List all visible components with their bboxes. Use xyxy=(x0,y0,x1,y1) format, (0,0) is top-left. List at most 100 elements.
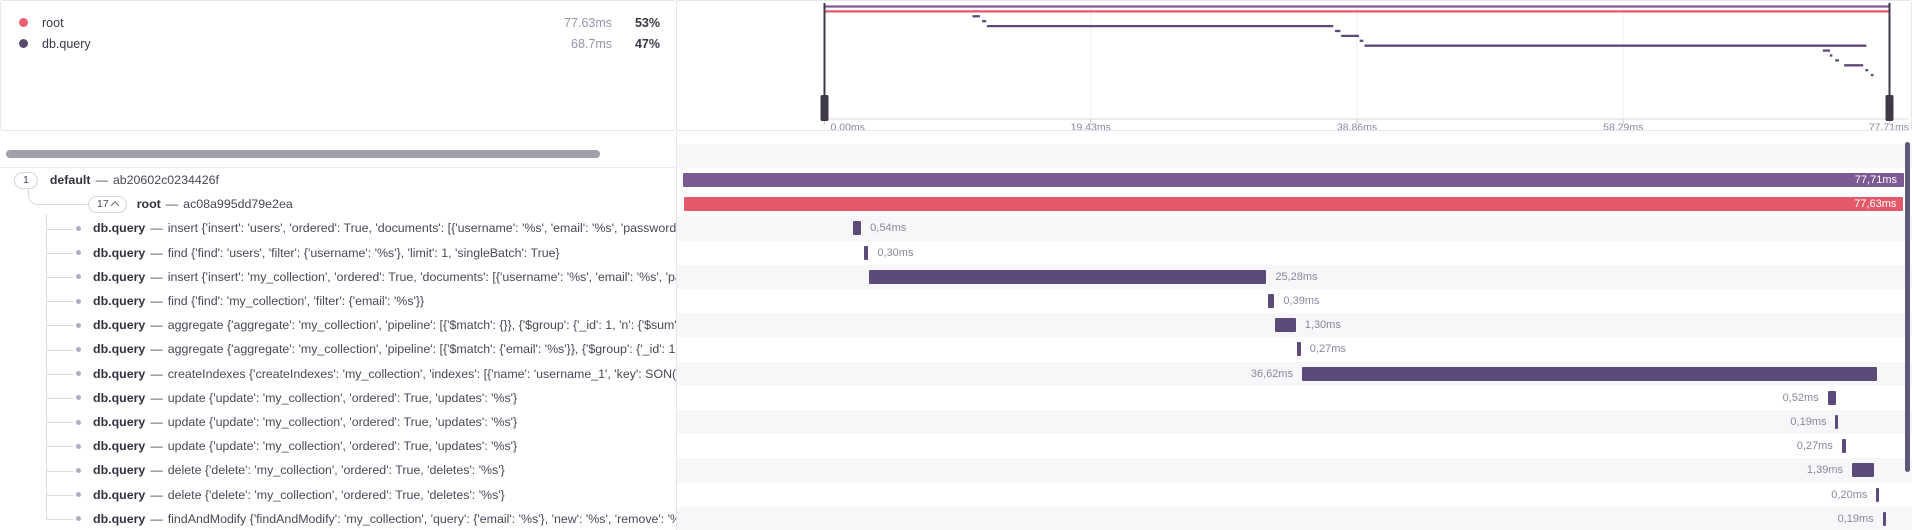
span-detail: update {'update': 'my_collection', 'orde… xyxy=(167,415,518,430)
span-detail: insert {'insert': 'users', 'ordered': Tr… xyxy=(167,221,676,236)
span-bar[interactable] xyxy=(1876,487,1880,502)
row-separator: — xyxy=(150,487,163,502)
waterfall-row[interactable]: 77,63ms xyxy=(677,192,1912,216)
span-bar[interactable] xyxy=(1851,463,1874,478)
span-detail: update {'update': 'my_collection', 'orde… xyxy=(167,439,518,454)
waterfall-row[interactable]: 1,39ms xyxy=(677,458,1912,483)
waterfall-row[interactable]: 0,39ms xyxy=(677,289,1912,313)
waterfall-track: 0,19ms xyxy=(683,507,1904,530)
span-name: db.query xyxy=(93,269,146,284)
waterfall-row[interactable]: 0,27ms xyxy=(677,337,1912,361)
span-bar[interactable] xyxy=(852,221,862,236)
span-duration-label: 77,63ms xyxy=(1854,198,1897,211)
row-separator: — xyxy=(150,342,163,357)
span-duration-label: 0,19ms xyxy=(1790,416,1827,428)
waterfall-row[interactable]: 36,62ms xyxy=(677,361,1912,386)
tree-row[interactable]: 17 root — ac08a995dd79e2ea xyxy=(0,192,676,216)
child-count: 1 xyxy=(23,174,29,187)
tree-row[interactable]: db.query — delete {'delete': 'my_collectio… xyxy=(0,483,676,507)
tree-row[interactable]: db.query — find {'find': 'my_collection', … xyxy=(0,289,676,313)
minimap-chart[interactable]: 0,00ms 19,43ms 38,86ms 58,29ms 77,71ms xyxy=(677,1,1911,134)
row-separator: — xyxy=(150,415,163,430)
waterfall-row[interactable]: 0,54ms xyxy=(677,216,1912,241)
span-duration-label: 0,52ms xyxy=(1782,391,1819,404)
chevron-up-icon xyxy=(110,201,119,210)
tree-row[interactable]: db.query — findAndModify {'findAndModify':… xyxy=(0,507,676,530)
tree-row[interactable]: db.query — update {'update': 'my_collectio… xyxy=(0,434,676,458)
span-bar[interactable] xyxy=(1296,342,1301,357)
legend-series-duration: 68.7ms xyxy=(571,36,612,51)
tree-row[interactable]: db.query — update {'update': 'my_collectio… xyxy=(0,386,676,410)
collapse-badge[interactable]: 17 xyxy=(88,195,127,213)
minimap-axis-label: 38,86ms xyxy=(1337,122,1377,131)
waterfall-track: 0,39ms xyxy=(683,289,1904,313)
waterfall-track: 0,19ms xyxy=(683,410,1904,434)
waterfall-track: 1,30ms xyxy=(683,313,1904,337)
waterfall-track: 0,52ms xyxy=(683,386,1904,410)
waterfall-header-stripe xyxy=(677,144,1912,168)
waterfall-row[interactable]: 0,52ms xyxy=(677,386,1912,410)
span-bar[interactable] xyxy=(869,269,1267,284)
waterfall-row[interactable]: 0,27ms xyxy=(677,434,1912,458)
span-name: default xyxy=(49,173,91,188)
legend-series-percent: 53% xyxy=(634,15,660,30)
legend-series-duration: 77.63ms xyxy=(564,15,612,30)
span-name: db.query xyxy=(93,439,146,454)
horizontal-scrollbar-thumb[interactable] xyxy=(6,150,600,158)
span-name: db.query xyxy=(93,511,146,526)
span-bar[interactable] xyxy=(1841,439,1846,454)
waterfall-track: 0,30ms xyxy=(683,241,1904,265)
span-tree-panel: 1 default — ab20602c0234426f 17 root — ac08a995… xyxy=(0,131,676,530)
panel-divider xyxy=(0,167,676,168)
span-name: db.query xyxy=(93,366,146,381)
span-bar[interactable] xyxy=(1835,415,1839,429)
tree-row[interactable]: db.query — aggregate {'aggregate': 'my_col… xyxy=(0,313,676,337)
span-bar[interactable] xyxy=(1882,511,1886,526)
tree-row[interactable]: db.query — aggregate {'aggregate': 'my_col… xyxy=(0,337,676,361)
row-separator: — xyxy=(150,269,163,284)
waterfall-row[interactable]: 0,20ms xyxy=(677,483,1912,507)
collapse-badge[interactable]: 1 xyxy=(14,171,38,189)
waterfall-row[interactable]: 1,30ms xyxy=(677,313,1912,338)
tree-row[interactable]: db.query — delete {'delete': 'my_collectio… xyxy=(0,458,676,482)
waterfall-row[interactable]: 0,19ms xyxy=(677,410,1912,435)
tree-row[interactable]: 1 default — ab20602c0234426f xyxy=(0,168,676,192)
child-count: 17 xyxy=(97,198,109,211)
legend-item[interactable]: db.query 68.7ms 47% xyxy=(19,33,660,54)
span-bar[interactable] xyxy=(1275,318,1296,333)
minimap-left-handle[interactable] xyxy=(820,3,829,121)
span-detail: createIndexes {'createIndexes': 'my_coll… xyxy=(167,366,676,381)
span-detail: aggregate {'aggregate': 'my_collection',… xyxy=(167,318,676,333)
span-bar[interactable] xyxy=(1827,390,1836,405)
minimap-axis-label: 0,00ms xyxy=(831,122,865,131)
row-separator: — xyxy=(150,511,163,526)
row-separator: — xyxy=(150,294,163,309)
tree-row[interactable]: db.query — createIndexes {'createIndexes':… xyxy=(0,362,676,386)
minimap-panel[interactable]: 0,00ms 19,43ms 38,86ms 58,29ms 77,71ms xyxy=(676,0,1912,134)
tree-row[interactable]: db.query — insert {'insert': 'my_collectio… xyxy=(0,265,676,289)
waterfall-track: 25,28ms xyxy=(683,265,1904,289)
span-bar[interactable] xyxy=(1268,294,1275,308)
minimap-right-handle[interactable] xyxy=(1885,3,1894,121)
span-detail: find {'find': 'users', 'filter': {'usern… xyxy=(167,245,560,260)
span-name: db.query xyxy=(93,342,146,357)
tree-row[interactable]: db.query — update {'update': 'my_collectio… xyxy=(0,410,676,434)
waterfall-row[interactable]: 77,71ms xyxy=(677,168,1912,192)
span-bar[interactable] xyxy=(683,197,1904,212)
span-bar[interactable] xyxy=(683,173,1904,187)
span-bar[interactable] xyxy=(1302,366,1878,381)
row-separator: — xyxy=(150,366,163,381)
waterfall-row[interactable]: 25,28ms xyxy=(677,264,1912,289)
legend-item[interactable]: root 77.63ms 53% xyxy=(19,12,660,33)
tree-row[interactable]: db.query — insert {'insert': 'users', 'ord… xyxy=(0,216,676,240)
tree-row[interactable]: db.query — find {'find': 'users', 'filter'… xyxy=(0,241,676,265)
vertical-scrollbar-thumb[interactable] xyxy=(1905,142,1910,472)
span-bar[interactable] xyxy=(863,245,869,260)
waterfall-row[interactable]: 0,19ms xyxy=(677,506,1912,530)
span-detail: delete {'delete': 'my_collection', 'orde… xyxy=(167,463,505,478)
waterfall-track: 0,20ms xyxy=(683,483,1904,507)
span-name: db.query xyxy=(93,487,146,502)
span-name: db.query xyxy=(93,221,146,236)
waterfall-row[interactable]: 0,30ms xyxy=(677,241,1912,265)
span-duration-label: 0,27ms xyxy=(1796,440,1833,453)
